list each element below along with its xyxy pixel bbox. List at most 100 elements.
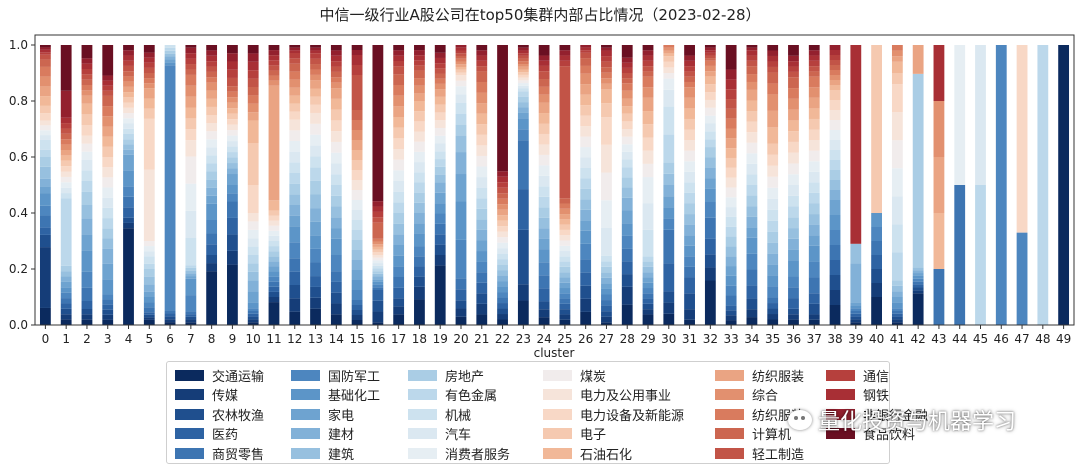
bar-segment [414,78,425,86]
bar-segment [351,270,363,280]
bar-segment [455,47,467,51]
bar-segment [808,261,820,278]
bar-segment [434,255,446,266]
bar-segment [684,87,695,98]
bar-segment [580,115,592,127]
bar-segment [434,143,446,152]
bar-segment [580,188,592,200]
bar-segment [684,319,695,325]
bar-segment [912,267,924,271]
bar-segment [704,58,716,61]
bar-segment [704,167,716,179]
bar-segment [434,159,446,167]
bar-segment [788,174,799,185]
bar-segment [933,45,945,101]
bar-segment [642,261,654,267]
bar-segment [310,80,321,89]
bar-segment [580,65,592,74]
bar-segment [455,300,467,309]
bar-segment [143,302,155,308]
bar-segment [891,308,903,311]
bar-segment [580,298,592,312]
bar-segment [102,319,114,325]
bar-segment [455,278,467,290]
bar-segment [788,319,799,325]
watermark: 量化投资与机器学习 [788,404,1016,436]
bar-segment [580,126,592,137]
bar-segment [227,86,238,92]
bar-segment [767,110,779,128]
bar-stack-15 [351,45,363,325]
bar-segment [185,319,197,323]
bar-segment [310,47,321,51]
bar-segment [559,55,571,61]
bar-segment [497,215,508,221]
bar-segment [580,167,592,179]
bar-segment [476,229,488,241]
bar-segment [808,97,820,109]
bar-segment [850,313,862,317]
bar-stack-30 [663,45,675,325]
bar-segment [81,271,93,288]
bar-segment [143,312,155,315]
bar-segment [164,59,176,63]
bar-segment [60,298,72,304]
legend-item: 计算机 [715,424,791,444]
bar-segment [891,168,903,197]
bar-segment [185,314,197,317]
bar-segment [829,200,841,215]
bar-segment [704,107,716,116]
bar-segment [912,73,924,268]
bar-segment [143,62,155,68]
legend-label: 通信 [863,369,890,385]
bar-segment [912,281,924,285]
bar-stack-6 [164,45,176,325]
bar-segment [372,281,384,285]
bar-segment [310,297,321,309]
bar-segment [81,63,93,69]
bar-segment [247,291,259,303]
bar-segment [642,163,654,178]
bar-segment [351,310,363,315]
bar-segment [455,239,467,279]
bar-segment [1058,45,1070,325]
bar-segment [746,309,758,318]
bar-segment [143,78,155,84]
bar-segment [372,45,384,202]
x-tick-label: 31 [682,332,697,346]
bar-segment [642,124,654,138]
bar-segment [767,319,779,325]
bar-segment [330,238,342,255]
bar-segment [39,234,51,248]
bar-segment [642,177,654,204]
bar-segment [39,186,51,194]
bar-segment [497,193,508,199]
bar-segment [414,50,425,56]
bar-segment [268,256,280,262]
bar-stack-0 [39,45,51,325]
bar-segment [227,193,238,202]
bar-segment [746,45,758,48]
bar-segment [123,50,134,56]
bar-segment [227,250,238,265]
bar-segment [933,213,945,269]
bar-segment [268,271,280,277]
bar-segment [289,53,301,59]
bar-segment [601,277,612,284]
bar-stack-13 [310,45,321,325]
bar-segment [684,266,695,278]
bar-segment [81,314,93,320]
bar-segment [227,69,238,78]
bar-segment [247,87,259,96]
bar-segment [330,303,342,315]
bar-segment [663,162,675,174]
bar-segment [102,106,114,117]
bar-segment [808,293,820,304]
bar-segment [684,203,695,215]
bar-segment [517,102,529,108]
bar-segment [476,134,488,146]
legend-item: 建筑 [291,443,354,463]
bar-segment [746,142,758,154]
legend-swatch [543,447,572,459]
bar-segment [767,286,779,298]
